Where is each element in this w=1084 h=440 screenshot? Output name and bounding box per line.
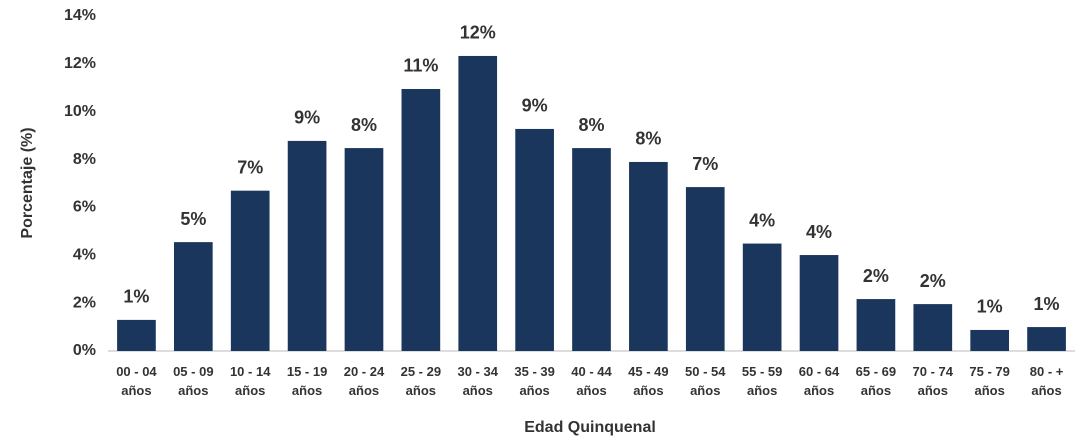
x-tick-label: 25 - 29 años bbox=[401, 364, 441, 398]
y-axis-title: Porcentaje (%) bbox=[19, 127, 36, 238]
bar bbox=[173, 242, 213, 351]
data-label: 9% bbox=[522, 96, 548, 116]
data-label: 9% bbox=[294, 108, 320, 128]
bar bbox=[856, 299, 896, 351]
x-tick-label: 75 - 79 años bbox=[969, 364, 1009, 398]
data-label: 2% bbox=[920, 271, 946, 291]
data-label: 11% bbox=[403, 56, 438, 76]
x-tick-label: 80 - + años bbox=[1030, 364, 1064, 398]
bar bbox=[117, 319, 156, 351]
data-label: 4% bbox=[749, 210, 775, 230]
x-tick-label: 30 - 34 años bbox=[457, 364, 498, 398]
bar bbox=[629, 161, 668, 351]
x-tick-label: 70 - 74 años bbox=[913, 364, 954, 398]
data-label: 7% bbox=[237, 157, 263, 177]
y-tick-label: 10% bbox=[64, 103, 96, 120]
bar bbox=[572, 148, 611, 351]
bar bbox=[1027, 327, 1066, 351]
x-tick-label: 65 - 69 años bbox=[856, 364, 896, 398]
y-tick-label: 8% bbox=[73, 151, 96, 168]
y-tick-label: 14% bbox=[64, 7, 96, 24]
bar bbox=[344, 148, 384, 351]
bar bbox=[458, 55, 498, 351]
data-label: 1% bbox=[977, 297, 1003, 317]
x-tick-label: 35 - 39 años bbox=[514, 364, 554, 398]
x-tick-label: 60 - 64 años bbox=[799, 364, 840, 398]
bar bbox=[742, 243, 782, 351]
bar bbox=[913, 304, 953, 351]
data-label: 2% bbox=[863, 266, 889, 286]
bar bbox=[515, 128, 554, 351]
x-tick-label: 00 - 04 años bbox=[116, 364, 157, 398]
bar bbox=[799, 255, 839, 351]
bar bbox=[401, 88, 441, 351]
x-tick-label: 55 - 59 años bbox=[742, 364, 782, 398]
y-tick-label: 0% bbox=[73, 342, 96, 359]
bar bbox=[970, 329, 1010, 351]
x-tick-label: 10 - 14 años bbox=[230, 364, 271, 398]
x-tick-label: 45 - 49 años bbox=[628, 364, 668, 398]
x-tick-label: 15 - 19 años bbox=[287, 364, 327, 398]
bar bbox=[287, 140, 327, 351]
data-label: 5% bbox=[180, 209, 206, 229]
data-label: 4% bbox=[806, 222, 832, 242]
y-tick-label: 12% bbox=[64, 55, 96, 72]
data-label: 8% bbox=[635, 129, 661, 149]
x-tick-label: 50 - 54 años bbox=[685, 364, 726, 398]
data-label: 12% bbox=[460, 23, 496, 43]
bar bbox=[685, 187, 725, 351]
y-tick-label: 4% bbox=[73, 247, 96, 264]
x-tick-label: 20 - 24 años bbox=[344, 364, 385, 398]
data-label: 7% bbox=[692, 154, 718, 174]
x-axis-title: Edad Quinquenal bbox=[524, 419, 656, 436]
data-label: 8% bbox=[578, 115, 604, 135]
data-label: 8% bbox=[351, 115, 377, 135]
bar bbox=[230, 190, 270, 351]
y-tick-label: 6% bbox=[73, 199, 96, 216]
x-tick-label: 40 - 44 años bbox=[571, 364, 612, 398]
data-label: 1% bbox=[1034, 294, 1060, 314]
data-label: 1% bbox=[123, 287, 149, 307]
y-tick-label: 2% bbox=[73, 294, 96, 311]
x-tick-label: 05 - 09 años bbox=[173, 364, 213, 398]
